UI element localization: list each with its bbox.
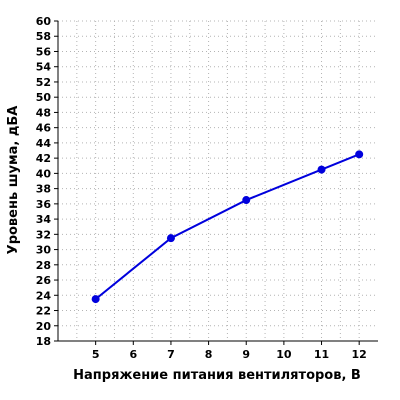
data-point [317,165,326,174]
series [91,150,364,304]
y-tick-label: 18 [36,335,51,348]
x-tick-label: 11 [314,348,329,361]
y-tick-label: 42 [36,152,51,165]
y-tick-label: 36 [36,198,52,211]
axes [57,21,378,342]
y-tick-label: 44 [36,137,52,150]
y-tick-label: 54 [36,61,52,74]
data-point [91,295,100,304]
y-tick-label: 50 [36,91,52,104]
y-tick-label: 48 [36,106,51,119]
y-tick-label: 40 [36,167,52,180]
y-tick-label: 22 [36,305,51,318]
x-axis-title: Напряжение питания вентиляторов, В [73,368,361,383]
y-tick-label: 46 [36,122,52,135]
data-point [242,196,251,205]
y-tick-label: 30 [36,244,52,257]
data-point [166,234,175,243]
y-axis-title: Уровень шума, дБА [6,106,21,255]
y-tick-label: 28 [36,259,51,272]
y-tick-label: 58 [36,30,51,43]
x-tick-label: 8 [205,348,213,361]
y-tick-label: 20 [36,320,52,333]
data-point [355,150,364,159]
x-tick-label: 12 [352,348,367,361]
y-tick-label: 56 [36,45,52,58]
y-tick-label: 52 [36,76,51,89]
tick-labels: 1820222426283032343638404244464850525456… [36,15,367,361]
x-tick-label: 7 [167,348,175,361]
x-tick-label: 9 [242,348,250,361]
y-tick-label: 32 [36,228,51,241]
x-tick-label: 5 [92,348,100,361]
x-tick-label: 6 [129,348,137,361]
x-tick-label: 10 [276,348,292,361]
y-tick-label: 26 [36,274,52,287]
ticks [54,20,360,345]
y-tick-label: 60 [36,15,52,28]
y-tick-label: 24 [36,289,52,302]
y-tick-label: 38 [36,183,51,196]
y-tick-label: 34 [36,213,52,226]
grid [58,20,378,341]
